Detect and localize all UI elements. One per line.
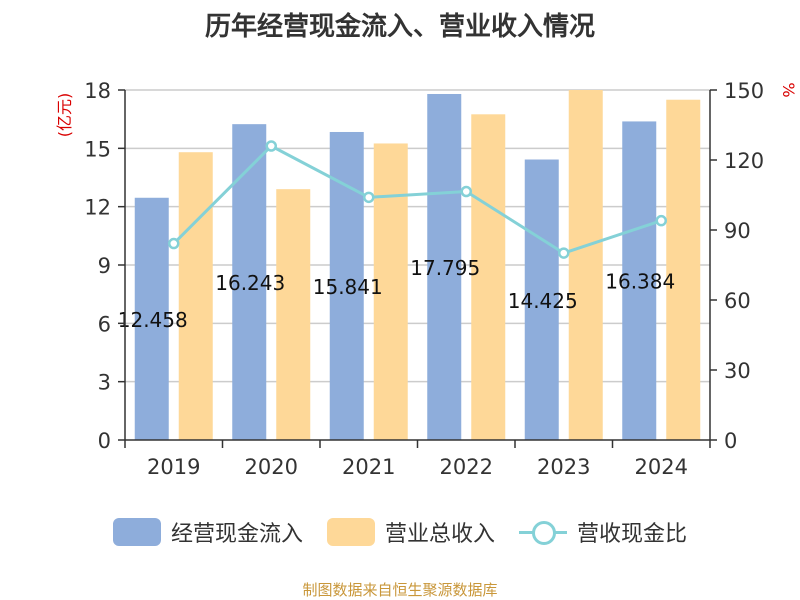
bar-revenue <box>568 90 603 440</box>
data-label-cash-inflow: 14.425 <box>508 289 578 313</box>
bar-revenue <box>471 114 506 441</box>
data-labels-group: 12.458 16.243 15.841 17.795 14.425 16.384 <box>118 256 675 332</box>
chart-plot: 12.458 16.243 15.841 17.795 14.425 16.384 0 3 6… <box>55 79 798 479</box>
legend: 经营现金流入 营业总收入 营收现金比 <box>0 516 800 548</box>
legend-swatch-cash-inflow <box>112 518 161 546</box>
bar-cash-inflow <box>134 197 169 440</box>
y-tick-label-right: 150 <box>724 79 764 103</box>
y-axis-title-right: % <box>779 82 798 97</box>
y-tick-label-left: 18 <box>84 79 111 103</box>
y-tick-label-left: 15 <box>84 137 111 161</box>
x-tick-label: 2023 <box>537 455 590 479</box>
y-axis-title-left: (亿元) <box>55 93 74 138</box>
data-label-cash-inflow: 17.795 <box>410 256 480 280</box>
y-tick-label-left: 9 <box>98 254 111 278</box>
bar-cash-inflow <box>427 93 462 440</box>
legend-swatch-revenue <box>326 518 375 546</box>
legend-label-revenue: 营业总收入 <box>384 522 495 547</box>
y-tick-label-left: 3 <box>98 371 111 395</box>
bar-revenue <box>178 152 213 440</box>
y-tick-label-left: 0 <box>98 429 111 453</box>
y-tick-label-left: 6 <box>98 312 111 336</box>
source-note: 制图数据来自恒生聚源数据库 <box>302 581 498 599</box>
data-label-cash-inflow: 16.243 <box>215 271 285 295</box>
ratio-point <box>265 140 277 152</box>
legend-item-cash-inflow[interactable]: 经营现金流入 <box>112 516 303 548</box>
y-tick-label-right: 60 <box>724 289 751 313</box>
data-label-cash-inflow: 15.841 <box>313 275 383 299</box>
data-label-cash-inflow: 12.458 <box>118 308 188 332</box>
bar-revenue <box>666 99 701 440</box>
ratio-point <box>460 185 472 198</box>
legend-label-ratio: 营收现金比 <box>577 522 688 547</box>
ratio-point <box>655 214 667 227</box>
y-tick-label-right: 90 <box>724 219 751 243</box>
ratio-point <box>558 247 570 259</box>
legend-item-ratio[interactable]: 营收现金比 <box>519 516 687 548</box>
bar-revenue <box>276 189 311 440</box>
ratio-point <box>363 191 375 204</box>
y-tick-label-left: 12 <box>84 196 111 220</box>
y-tick-label-right: 0 <box>724 429 737 453</box>
x-tick-label: 2021 <box>342 455 395 479</box>
bar-cash-inflow <box>329 131 364 440</box>
y-tick-label-right: 30 <box>724 359 751 383</box>
chart-title: 历年经营现金流入、营业收入情况 <box>204 12 595 42</box>
grid-lines <box>125 89 710 383</box>
bar-cash-inflow <box>524 159 559 440</box>
legend-item-revenue[interactable]: 营业总收入 <box>326 516 495 548</box>
legend-swatch-ratio <box>519 518 567 546</box>
legend-label-cash-inflow: 经营现金流入 <box>170 522 303 547</box>
y-tick-label-right: 120 <box>724 149 764 173</box>
data-label-cash-inflow: 16.384 <box>605 270 675 294</box>
ratio-line-group <box>168 140 667 259</box>
bar-cash-inflow <box>232 124 267 441</box>
bars-group <box>134 90 701 441</box>
x-tick-label: 2020 <box>245 455 298 479</box>
x-tick-label: 2022 <box>440 455 493 479</box>
ratio-line <box>172 144 662 255</box>
ratio-point <box>168 237 180 250</box>
axes-group: 0 3 6 9 12 15 18 0 30 60 90 120 150 2019 2020 2021 2022 2… <box>55 79 798 479</box>
x-tick-label: 2024 <box>635 455 688 479</box>
x-tick-label: 2019 <box>147 455 200 479</box>
bar-cash-inflow <box>622 121 657 440</box>
bar-revenue <box>373 143 408 440</box>
